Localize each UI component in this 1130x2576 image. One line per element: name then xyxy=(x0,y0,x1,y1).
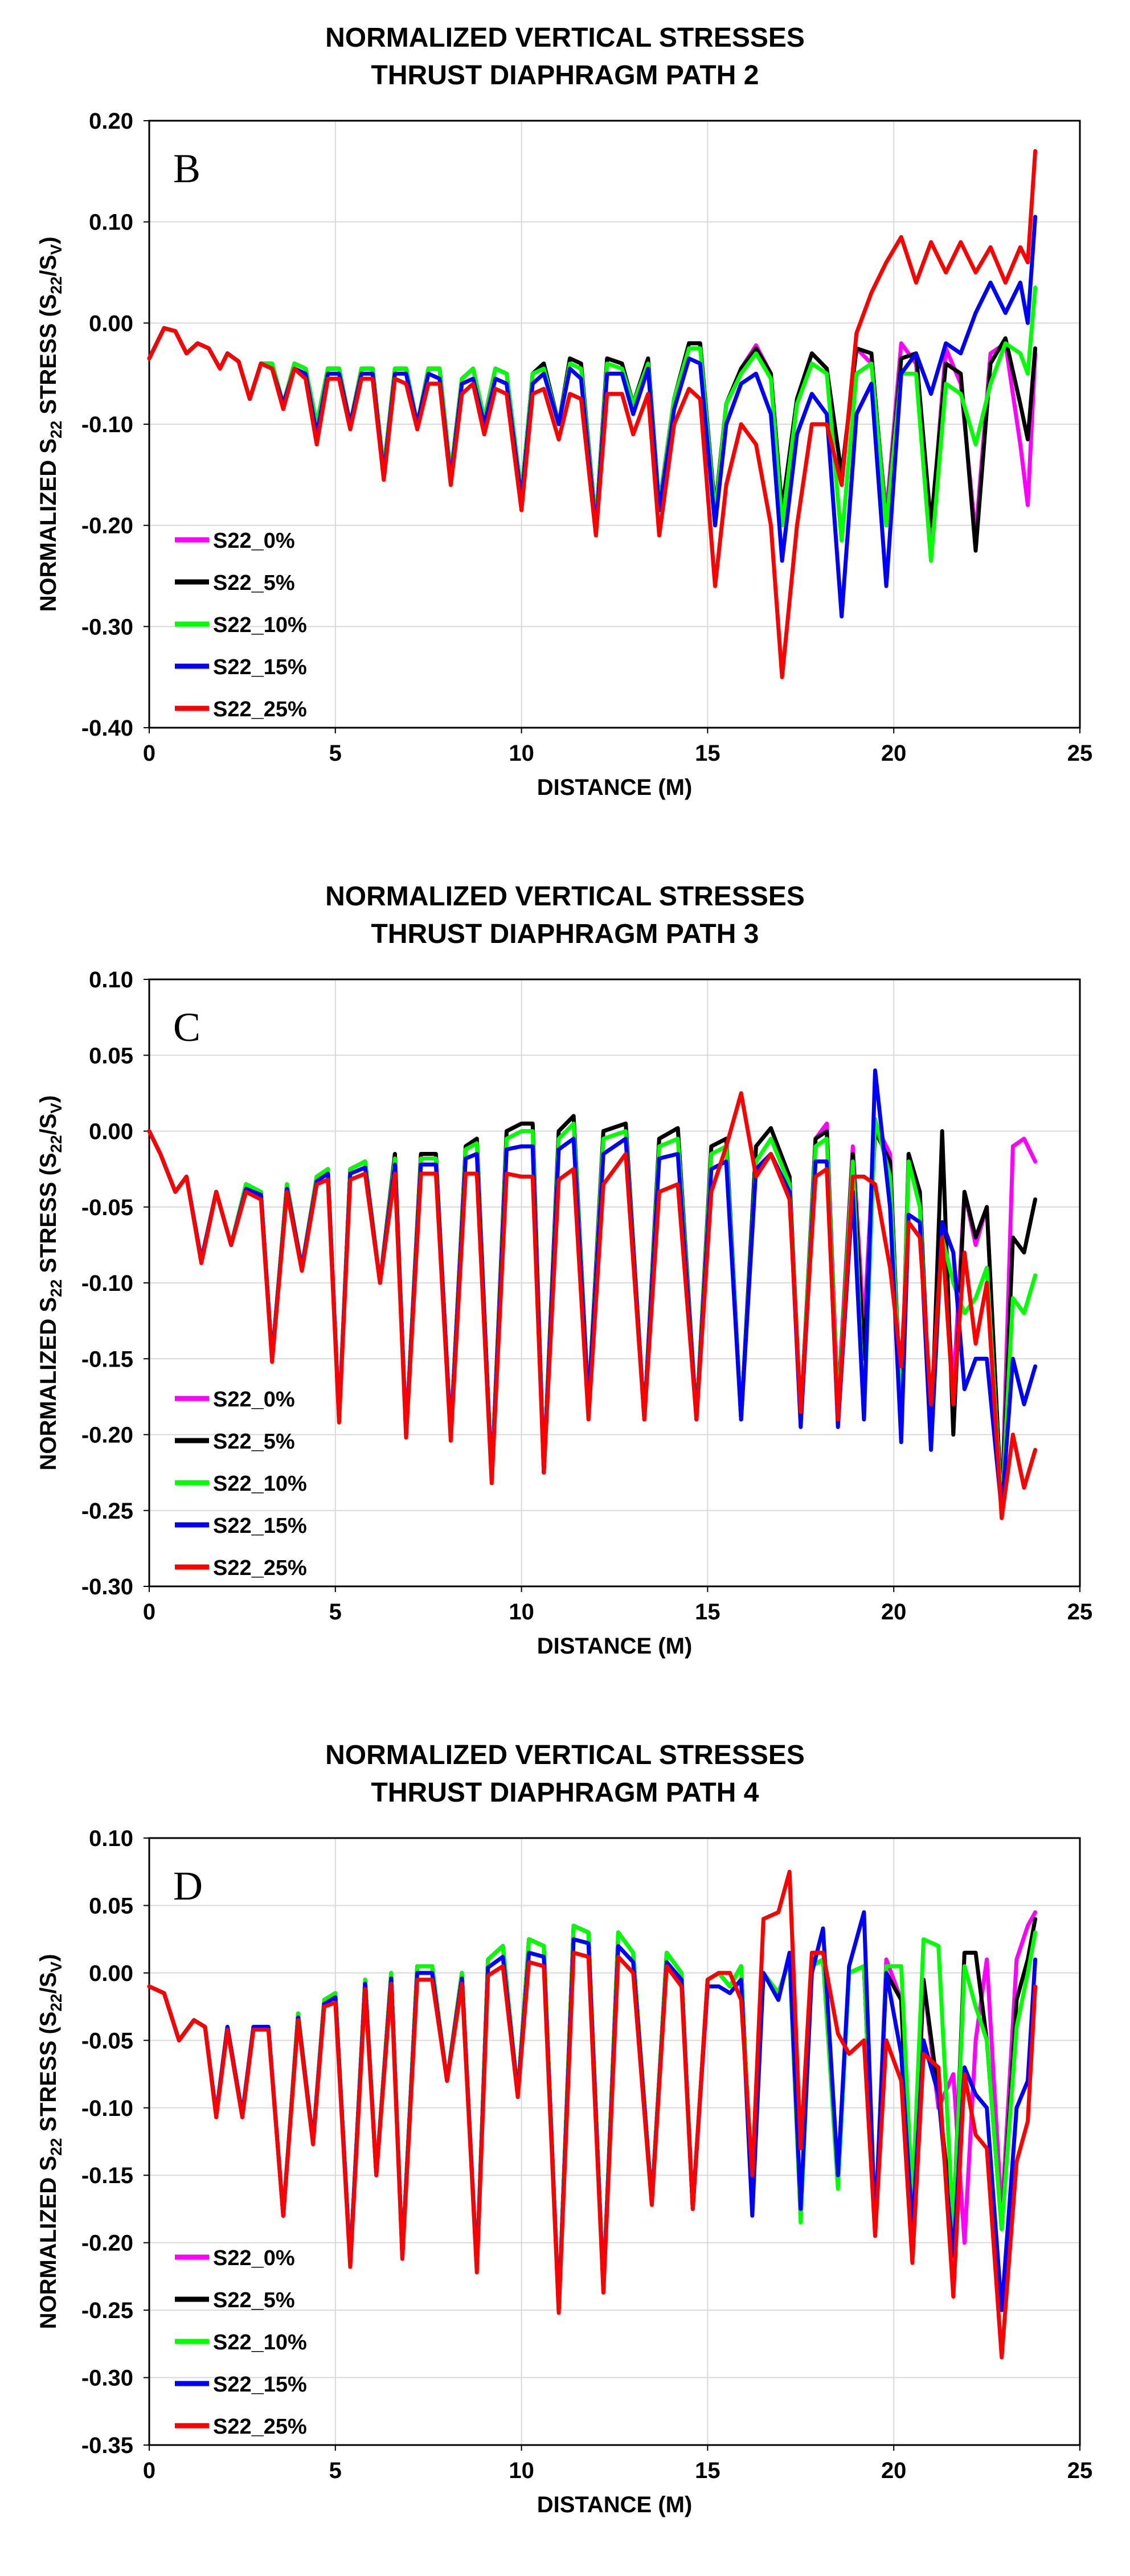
chart-title-line2: THRUST DIAPHRAGM PATH 2 xyxy=(371,60,759,91)
chart-title-line1: NORMALIZED VERTICAL STRESSES xyxy=(325,1740,805,1770)
y-tick-label: 0.05 xyxy=(89,1043,133,1068)
panel-letter: B xyxy=(173,146,200,191)
y-tick-label: -0.20 xyxy=(81,1423,133,1448)
x-tick-label: 15 xyxy=(695,2458,720,2483)
y-tick-label: -0.10 xyxy=(81,1271,133,1296)
chart-path2: NORMALIZED VERTICAL STRESSES THRUST DIAPH… xyxy=(36,23,1093,800)
series-line-s22-25pct xyxy=(147,1869,1038,2360)
x-tick-label: 20 xyxy=(881,2458,907,2483)
legend-label: S22_0% xyxy=(213,1388,295,1412)
y-axis-label: NORMALIZED S22 STRESS (S22/SV) xyxy=(36,1096,65,1471)
y-tick-label: 0.00 xyxy=(89,311,133,336)
x-tick-label: 0 xyxy=(143,2458,155,2483)
x-tick-label: 25 xyxy=(1067,741,1093,766)
y-tick-label: -0.25 xyxy=(81,2298,133,2323)
y-tick-label: -0.05 xyxy=(81,2028,133,2053)
x-tick-label: 25 xyxy=(1067,1599,1093,1625)
legend-label: S22_10% xyxy=(213,613,307,637)
x-tick-label: 15 xyxy=(695,1599,720,1625)
y-tick-label: -0.40 xyxy=(81,716,133,741)
legend-label: S22_5% xyxy=(213,1430,295,1454)
x-tick-label: 5 xyxy=(329,1599,342,1625)
y-tick-label: 0.20 xyxy=(89,109,133,134)
y-tick-label: -0.30 xyxy=(81,2366,133,2391)
legend-label: S22_25% xyxy=(213,1556,307,1580)
y-tick-label: -0.15 xyxy=(81,2163,133,2188)
x-tick-label: 5 xyxy=(329,741,342,766)
chart-title-line2: THRUST DIAPHRAGM PATH 3 xyxy=(371,919,759,949)
legend-label: S22_15% xyxy=(213,2373,307,2397)
panel-letter: D xyxy=(173,1863,203,1909)
y-tick-label: -0.35 xyxy=(81,2433,133,2458)
plot-border xyxy=(148,1837,1081,2446)
legend-label: S22_15% xyxy=(213,655,307,679)
y-tick-label: 0.10 xyxy=(89,210,133,235)
y-tick-label: -0.25 xyxy=(81,1499,133,1524)
x-tick-label: 0 xyxy=(143,741,155,766)
y-tick-label: 0.10 xyxy=(89,967,133,992)
x-axis-label: DISTANCE (M) xyxy=(537,2492,693,2517)
x-tick-label: 10 xyxy=(509,1599,534,1625)
legend-label: S22_25% xyxy=(213,2415,307,2439)
y-axis-label: NORMALIZED S22 STRESS (S22/SV) xyxy=(36,1954,65,2329)
y-tick-label: 0.00 xyxy=(89,1961,133,1986)
legend-label: S22_15% xyxy=(213,1514,307,1538)
x-tick-label: 25 xyxy=(1067,2458,1093,2483)
y-tick-label: -0.05 xyxy=(81,1195,133,1220)
chart-title-line2: THRUST DIAPHRAGM PATH 4 xyxy=(371,1778,759,1808)
legend-label: S22_5% xyxy=(213,571,295,595)
y-tick-label: -0.20 xyxy=(81,2231,133,2256)
legend-label: S22_10% xyxy=(213,2331,307,2355)
y-tick-label: 0.00 xyxy=(89,1119,133,1145)
y-tick-label: -0.30 xyxy=(81,1574,133,1599)
x-tick-label: 20 xyxy=(881,1599,907,1625)
x-tick-label: 5 xyxy=(329,2458,342,2483)
x-axis-label: DISTANCE (M) xyxy=(537,775,693,800)
x-tick-label: 10 xyxy=(509,741,534,766)
legend-label: S22_10% xyxy=(213,1472,307,1496)
x-tick-label: 0 xyxy=(143,1599,155,1625)
y-tick-label: 0.10 xyxy=(89,1826,133,1851)
chart-panel-path3: NORMALIZED VERTICAL STRESSES THRUST DIAPH… xyxy=(0,859,1130,1717)
panel-letter: C xyxy=(173,1004,200,1050)
x-tick-label: 20 xyxy=(881,741,907,766)
chart-title-line1: NORMALIZED VERTICAL STRESSES xyxy=(325,881,805,912)
y-tick-label: -0.10 xyxy=(81,2096,133,2121)
chart-panel-path2: NORMALIZED VERTICAL STRESSES THRUST DIAPH… xyxy=(0,0,1130,859)
chart-path4: NORMALIZED VERTICAL STRESSES THRUST DIAPH… xyxy=(36,1740,1093,2517)
series-line-s22-25pct xyxy=(147,149,1038,679)
legend-label: S22_0% xyxy=(213,2246,295,2270)
x-axis-label: DISTANCE (M) xyxy=(537,1634,693,1659)
y-tick-label: -0.15 xyxy=(81,1347,133,1372)
y-axis-label: NORMALIZED S22 STRESS (S22/SV) xyxy=(36,237,65,612)
x-tick-label: 15 xyxy=(695,741,720,766)
y-tick-label: -0.10 xyxy=(81,412,133,437)
y-tick-label: 0.05 xyxy=(89,1893,133,1918)
x-tick-label: 10 xyxy=(509,2458,534,2483)
chart-path3: NORMALIZED VERTICAL STRESSES THRUST DIAPH… xyxy=(36,881,1093,1659)
y-tick-label: -0.20 xyxy=(81,514,133,539)
series-line-s22-25pct xyxy=(147,1091,1038,1520)
chart-panel-path4: NORMALIZED VERTICAL STRESSES THRUST DIAPH… xyxy=(0,1717,1130,2576)
chart-title-line1: NORMALIZED VERTICAL STRESSES xyxy=(325,23,805,53)
legend-label: S22_5% xyxy=(213,2288,295,2312)
y-tick-label: -0.30 xyxy=(81,614,133,639)
legend-label: S22_0% xyxy=(213,529,295,553)
legend-label: S22_25% xyxy=(213,698,307,721)
